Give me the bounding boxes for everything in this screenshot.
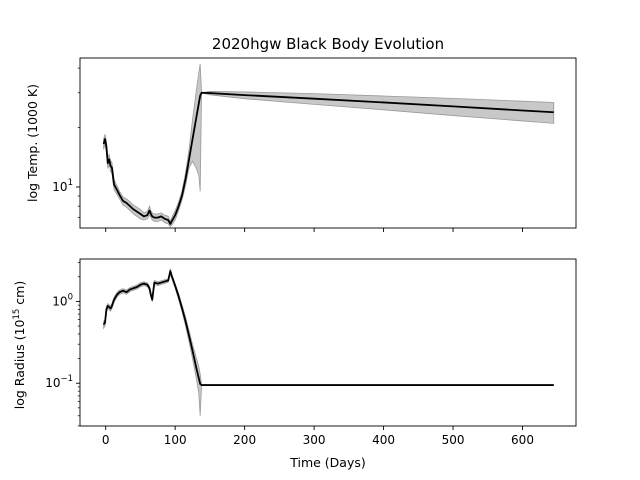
x-tick-label: 100	[164, 433, 187, 447]
axes-frame	[79, 57, 577, 229]
radius-y-axis-label: log Radius (1015 cm)	[12, 281, 27, 409]
temperature-y-axis-label: log Temp. (1000 K)	[25, 84, 40, 202]
x-tick-label: 200	[233, 433, 256, 447]
x-tick-label: 600	[511, 433, 534, 447]
temperature-panel: 101	[52, 57, 577, 232]
data-line	[102, 270, 554, 386]
x-tick-label: 300	[303, 433, 326, 447]
uncertainty-band	[103, 63, 555, 228]
x-tick-label: 400	[372, 433, 395, 447]
x-tick-label: 0	[102, 433, 110, 447]
y-tick-label: 10−1	[45, 374, 73, 390]
x-tick-label: 500	[442, 433, 465, 447]
radius-panel: 0 100 200 300 400 500 600 100 10−1	[45, 258, 577, 447]
axes-frame	[79, 258, 577, 427]
x-axis-label: Time (Days)	[289, 455, 366, 470]
uncertainty-band	[103, 268, 554, 416]
y-tick-label: 100	[52, 292, 73, 308]
data-line	[102, 91, 554, 225]
y-tick-label: 101	[52, 178, 73, 194]
chart-title: 2020hgw Black Body Evolution	[212, 35, 444, 53]
